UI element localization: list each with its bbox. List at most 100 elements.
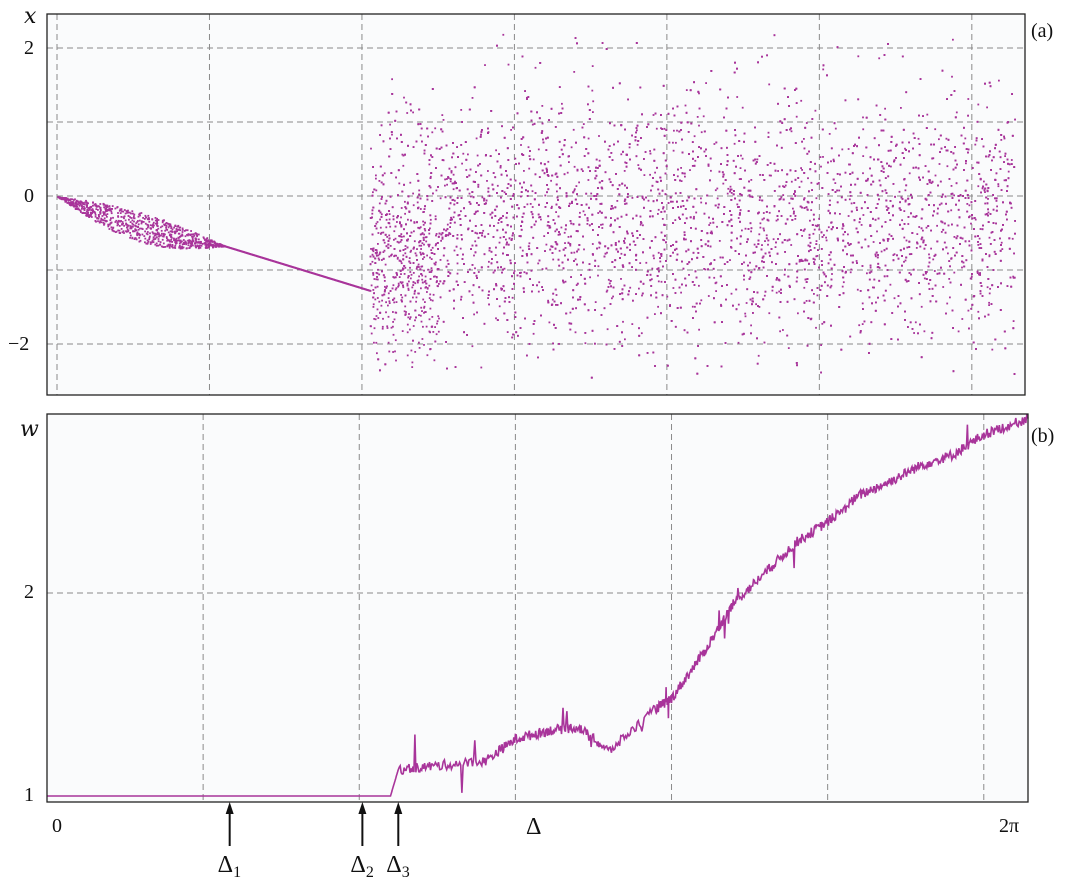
scatter-point bbox=[375, 174, 377, 177]
scatter-point bbox=[938, 203, 941, 206]
scatter-point bbox=[186, 234, 188, 236]
scatter-point bbox=[566, 171, 569, 174]
scatter-point bbox=[1012, 320, 1015, 322]
scatter-point bbox=[388, 218, 391, 221]
scatter-point bbox=[130, 212, 132, 215]
scatter-point bbox=[425, 286, 427, 288]
scatter-point bbox=[211, 244, 214, 247]
scatter-point bbox=[795, 115, 798, 118]
scatter-point bbox=[427, 243, 430, 246]
scatter-point bbox=[379, 226, 382, 229]
scatter-point bbox=[399, 221, 401, 223]
scatter-point bbox=[803, 286, 806, 289]
scatter-point bbox=[594, 301, 597, 303]
scatter-point bbox=[419, 251, 422, 254]
scatter-point bbox=[123, 215, 126, 218]
scatter-point bbox=[391, 253, 393, 256]
scatter-point bbox=[938, 163, 941, 165]
scatter-point bbox=[750, 179, 753, 181]
scatter-point bbox=[145, 232, 148, 235]
scatter-point bbox=[170, 236, 173, 239]
scatter-point bbox=[422, 223, 425, 226]
scatter-point bbox=[496, 184, 499, 187]
scatter-point bbox=[80, 201, 83, 203]
scatter-point bbox=[81, 208, 83, 210]
scatter-point bbox=[856, 288, 859, 291]
scatter-point bbox=[727, 187, 730, 190]
scatter-point bbox=[89, 206, 91, 209]
scatter-point bbox=[645, 261, 648, 264]
scatter-point bbox=[188, 247, 191, 249]
scatter-point bbox=[91, 208, 94, 210]
scatter-point bbox=[184, 235, 187, 238]
scatter-point bbox=[144, 222, 147, 225]
scatter-point bbox=[161, 225, 164, 228]
scatter-point bbox=[741, 106, 744, 109]
scatter-point bbox=[428, 163, 431, 166]
scatter-point bbox=[213, 240, 215, 243]
scatter-point bbox=[831, 273, 833, 275]
scatter-point bbox=[964, 137, 967, 140]
scatter-point bbox=[167, 243, 170, 246]
scatter-point bbox=[406, 331, 409, 334]
scatter-point bbox=[988, 304, 990, 306]
scatter-point bbox=[473, 313, 475, 316]
scatter-point bbox=[208, 245, 210, 247]
scatter-point bbox=[109, 222, 112, 225]
scatter-point bbox=[476, 154, 479, 157]
scatter-point bbox=[87, 202, 89, 205]
scatter-point bbox=[738, 178, 741, 180]
scatter-point bbox=[703, 268, 705, 270]
scatter-point bbox=[406, 354, 409, 357]
scatter-point bbox=[409, 262, 412, 264]
scatter-point bbox=[154, 237, 157, 240]
scatter-point bbox=[412, 204, 415, 207]
scatter-point bbox=[379, 218, 381, 221]
scatter-point bbox=[983, 180, 985, 183]
scatter-point bbox=[406, 201, 409, 204]
scatter-point bbox=[1004, 155, 1006, 157]
scatter-point bbox=[62, 198, 64, 200]
scatter-point bbox=[809, 219, 811, 222]
scatter-point bbox=[123, 224, 125, 227]
scatter-point bbox=[205, 244, 208, 247]
scatter-point bbox=[398, 182, 401, 185]
scatter-point bbox=[428, 284, 431, 287]
scatter-point bbox=[165, 222, 168, 224]
scatter-point bbox=[387, 315, 390, 318]
scatter-point bbox=[177, 224, 180, 227]
scatter-point bbox=[96, 217, 99, 219]
scatter-point bbox=[573, 188, 576, 191]
scatter-point bbox=[99, 211, 101, 214]
scatter-point bbox=[186, 229, 189, 232]
scatter-point bbox=[120, 228, 123, 230]
scatter-point bbox=[965, 162, 967, 165]
scatter-point bbox=[428, 318, 431, 321]
scatter-point bbox=[380, 231, 383, 234]
scatter-point bbox=[221, 244, 223, 247]
scatter-point bbox=[121, 221, 124, 223]
scatter-point bbox=[1011, 237, 1014, 240]
scatter-point bbox=[880, 250, 883, 253]
scatter-point bbox=[190, 244, 192, 247]
scatter-point bbox=[143, 218, 146, 220]
scatter-point bbox=[177, 232, 180, 235]
scatter-point bbox=[988, 254, 991, 257]
scatter-point bbox=[800, 99, 803, 102]
scatter-point bbox=[984, 202, 987, 205]
scatter-point bbox=[385, 218, 388, 221]
scatter-point bbox=[414, 351, 417, 353]
scatter-point bbox=[415, 296, 418, 299]
scatter-point bbox=[106, 206, 109, 208]
scatter-point bbox=[404, 305, 407, 308]
scatter-point bbox=[412, 272, 415, 274]
scatter-point bbox=[532, 158, 535, 161]
scatter-point bbox=[149, 243, 152, 245]
scatter-point bbox=[996, 205, 998, 208]
scatter-point bbox=[1010, 159, 1013, 161]
scatter-point bbox=[647, 199, 650, 202]
scatter-point bbox=[380, 304, 383, 307]
scatter-point bbox=[449, 233, 452, 235]
scatter-point bbox=[428, 245, 430, 248]
